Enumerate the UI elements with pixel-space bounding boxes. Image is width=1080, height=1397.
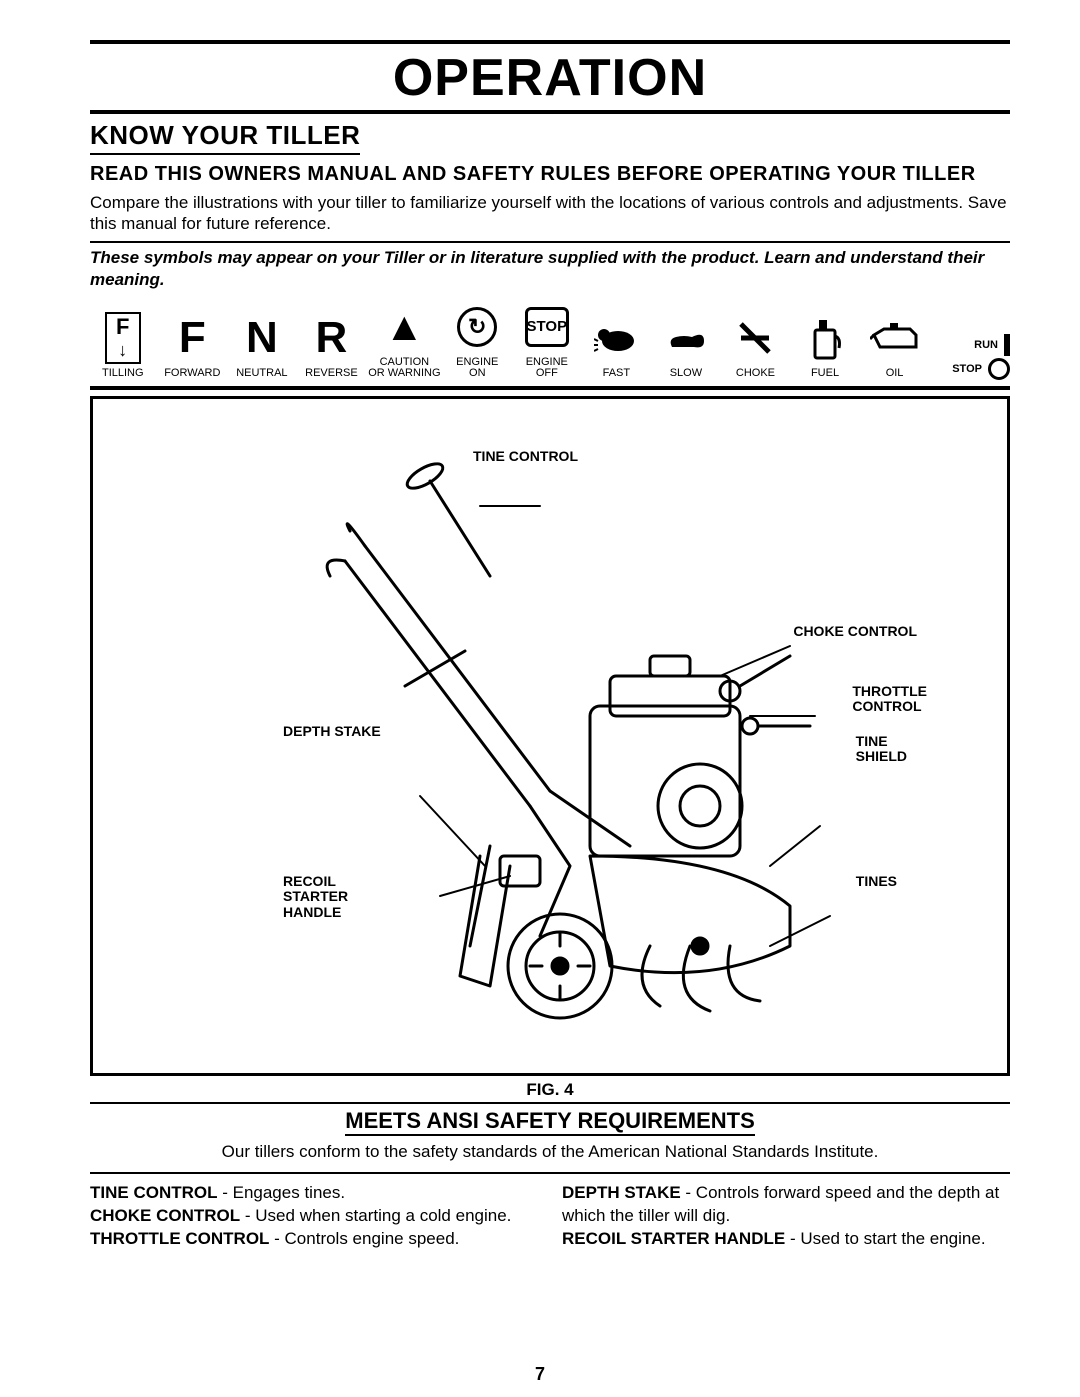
run-icon: [1004, 334, 1010, 356]
symbol-label: CAUTION OR WARNING: [368, 357, 440, 380]
callout-throttle-control: THROTTLE CONTROL: [852, 684, 927, 715]
symbol-forward: F FORWARD: [160, 312, 226, 380]
def-depth-label: DEPTH STAKE: [562, 1183, 681, 1202]
ansi-title: MEETS ANSI SAFETY REQUIREMENTS: [345, 1108, 755, 1136]
symbol-run-stop: RUN STOP: [931, 334, 1010, 380]
symbol-label: TILLING: [102, 368, 144, 380]
fast-icon: [594, 323, 638, 353]
run-label: RUN: [974, 339, 998, 351]
callout-depth-stake: DEPTH STAKE: [283, 724, 381, 739]
callout-choke-control: CHOKE CONTROL: [793, 624, 917, 639]
slow-icon: [664, 323, 708, 353]
stop-label: STOP: [952, 363, 982, 375]
callout-tines: TINES: [856, 874, 897, 889]
symbol-label: FAST: [603, 368, 631, 380]
symbol-choke: CHOKE: [723, 312, 789, 380]
symbol-label: CHOKE: [736, 368, 775, 380]
fuel-icon: [807, 316, 843, 360]
symbol-fast: FAST: [584, 312, 650, 380]
symbol-label: FORWARD: [164, 368, 220, 380]
symbol-note: These symbols may appear on your Tiller …: [90, 243, 1010, 297]
symbol-label: ENGINE OFF: [526, 357, 568, 380]
symbol-label: ENGINE ON: [456, 357, 498, 380]
engine-off-icon: STOP: [525, 307, 569, 347]
stop-icon: [988, 358, 1010, 380]
page-number: 7: [0, 1364, 1080, 1385]
sub-title: READ THIS OWNERS MANUAL AND SAFETY RULES…: [90, 155, 1010, 190]
intro-text: Compare the illustrations with your till…: [90, 190, 1010, 241]
tilling-glyph-bot: ↓: [118, 341, 127, 360]
def-recoil-text: - Used to start the engine.: [785, 1229, 985, 1248]
def-choke-text: - Used when starting a cold engine.: [240, 1206, 511, 1225]
definitions-col-right: DEPTH STAKE - Controls forward speed and…: [562, 1182, 1010, 1251]
warning-triangle-icon: ▲: [385, 307, 425, 347]
definitions: TINE CONTROL - Engages tines. CHOKE CONT…: [90, 1182, 1010, 1251]
symbol-label: NEUTRAL: [236, 368, 287, 380]
diagram-frame: TINE CONTROL CHOKE CONTROL THROTTLE CONT…: [90, 396, 1010, 1076]
symbol-fuel: FUEL: [792, 312, 858, 380]
symbol-label: OIL: [886, 368, 904, 380]
def-tine-label: TINE CONTROL: [90, 1183, 218, 1202]
symbol-oil: OIL: [862, 312, 928, 380]
section-title-wrap: KNOW YOUR TILLER: [90, 114, 1010, 155]
symbol-label: SLOW: [670, 368, 702, 380]
tilling-glyph-top: F: [116, 316, 129, 338]
def-choke-label: CHOKE CONTROL: [90, 1206, 240, 1225]
rule-above-diagram: [90, 386, 1010, 390]
oil-icon: [870, 321, 920, 355]
symbol-tilling: F ↓ TILLING: [90, 312, 156, 380]
callout-tine-control: TINE CONTROL: [473, 449, 578, 464]
forward-letter: F: [179, 315, 206, 361]
callout-recoil: RECOIL STARTER HANDLE: [283, 874, 348, 920]
rule-below-ansi: [90, 1172, 1010, 1174]
figure-caption: FIG. 4: [90, 1078, 1010, 1102]
section-title: KNOW YOUR TILLER: [90, 114, 360, 155]
engine-on-icon: ↻: [457, 307, 497, 347]
symbol-caution: ▲ CAUTION OR WARNING: [368, 301, 440, 380]
choke-icon: [735, 318, 775, 358]
def-throttle-text: - Controls engine speed.: [269, 1229, 459, 1248]
definitions-col-left: TINE CONTROL - Engages tines. CHOKE CONT…: [90, 1182, 538, 1251]
callout-tine-shield: TINE SHIELD: [856, 734, 907, 765]
symbol-slow: SLOW: [653, 312, 719, 380]
def-throttle-label: THROTTLE CONTROL: [90, 1229, 269, 1248]
symbol-label: REVERSE: [305, 368, 358, 380]
ansi-title-wrap: MEETS ANSI SAFETY REQUIREMENTS: [90, 1104, 1010, 1140]
symbol-engine-off: STOP ENGINE OFF: [514, 301, 580, 380]
ansi-body: Our tillers conform to the safety standa…: [90, 1140, 1010, 1172]
neutral-letter: N: [246, 315, 278, 361]
page-title: OPERATION: [90, 44, 1010, 110]
def-tine-text: - Engages tines.: [218, 1183, 346, 1202]
def-recoil-label: RECOIL STARTER HANDLE: [562, 1229, 785, 1248]
symbol-row: F ↓ TILLING F FORWARD N NEUTRAL R REVERS…: [90, 297, 1010, 386]
symbol-engine-on: ↻ ENGINE ON: [445, 301, 511, 380]
symbol-label: FUEL: [811, 368, 839, 380]
reverse-letter: R: [316, 315, 348, 361]
symbol-neutral: N NEUTRAL: [229, 312, 295, 380]
symbol-reverse: R REVERSE: [299, 312, 365, 380]
